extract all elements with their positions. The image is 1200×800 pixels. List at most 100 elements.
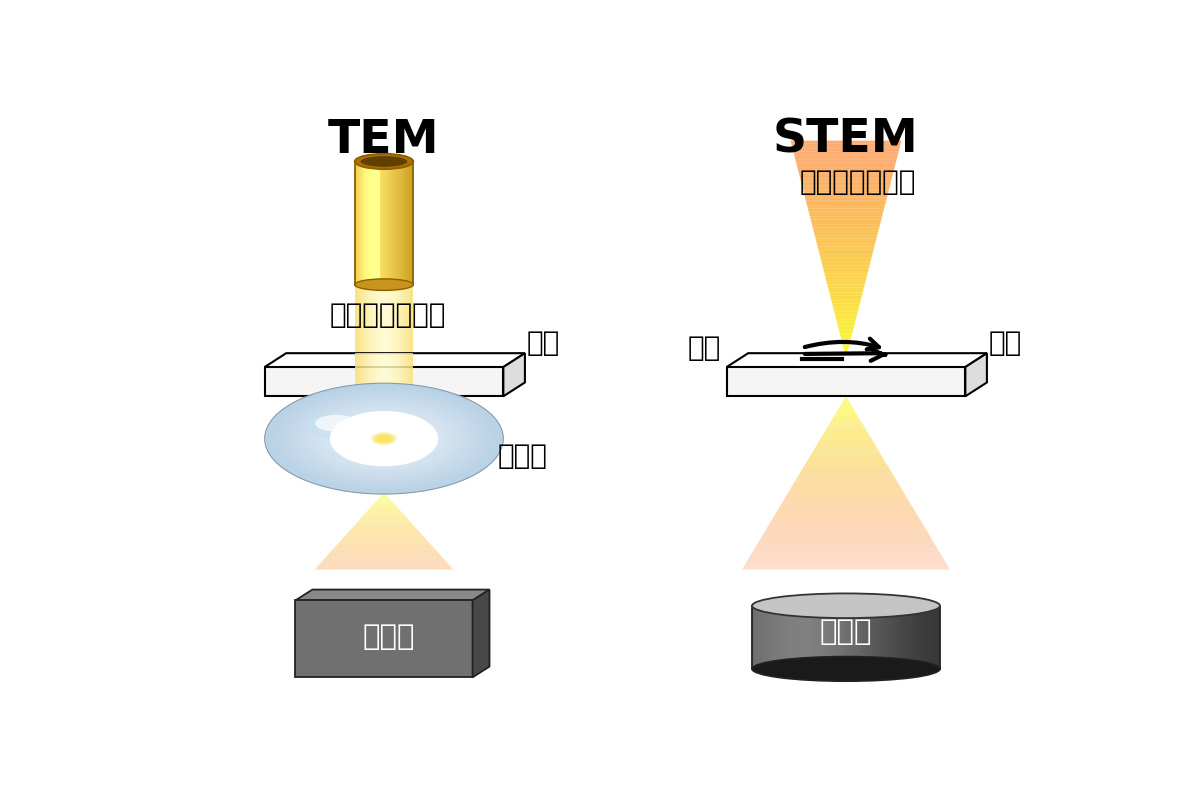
- Bar: [824, 606, 827, 669]
- Polygon shape: [796, 160, 896, 162]
- Polygon shape: [803, 190, 889, 192]
- Bar: [830, 606, 834, 669]
- Bar: [865, 606, 868, 669]
- Bar: [786, 606, 790, 669]
- Ellipse shape: [277, 389, 491, 489]
- Polygon shape: [766, 529, 926, 530]
- Polygon shape: [841, 339, 851, 342]
- Polygon shape: [844, 350, 848, 352]
- Polygon shape: [828, 425, 864, 426]
- Polygon shape: [338, 542, 430, 543]
- Polygon shape: [809, 214, 883, 217]
- Polygon shape: [785, 496, 907, 498]
- Polygon shape: [832, 303, 860, 306]
- Bar: [899, 606, 902, 669]
- Polygon shape: [377, 498, 391, 500]
- Polygon shape: [810, 217, 882, 219]
- Ellipse shape: [379, 437, 389, 441]
- Polygon shape: [800, 470, 892, 472]
- Polygon shape: [836, 410, 856, 411]
- Polygon shape: [791, 141, 901, 143]
- Ellipse shape: [348, 422, 420, 455]
- Text: 試料: 試料: [989, 329, 1021, 357]
- Polygon shape: [844, 347, 848, 350]
- Polygon shape: [827, 282, 865, 285]
- Polygon shape: [818, 250, 874, 252]
- Ellipse shape: [318, 408, 450, 470]
- Polygon shape: [804, 195, 888, 198]
- Ellipse shape: [353, 424, 415, 454]
- Polygon shape: [833, 416, 859, 418]
- Ellipse shape: [312, 405, 456, 472]
- Bar: [856, 606, 858, 669]
- Polygon shape: [323, 558, 445, 560]
- Polygon shape: [362, 516, 406, 517]
- Polygon shape: [835, 314, 857, 317]
- Polygon shape: [835, 411, 857, 414]
- Polygon shape: [354, 525, 414, 526]
- Polygon shape: [346, 534, 422, 536]
- Polygon shape: [799, 174, 893, 176]
- Ellipse shape: [268, 385, 500, 493]
- Polygon shape: [804, 463, 888, 466]
- Ellipse shape: [293, 397, 475, 481]
- Ellipse shape: [350, 423, 418, 454]
- Polygon shape: [965, 353, 986, 396]
- Bar: [764, 606, 768, 669]
- Polygon shape: [359, 518, 409, 520]
- Polygon shape: [823, 433, 869, 435]
- Polygon shape: [265, 367, 503, 396]
- Polygon shape: [367, 510, 401, 511]
- Ellipse shape: [286, 393, 482, 484]
- Polygon shape: [830, 420, 862, 422]
- Ellipse shape: [349, 422, 419, 454]
- Bar: [846, 606, 850, 669]
- Text: カメラ: カメラ: [362, 623, 415, 651]
- Ellipse shape: [368, 432, 400, 446]
- Bar: [768, 606, 770, 669]
- Polygon shape: [796, 162, 896, 165]
- Polygon shape: [836, 320, 856, 322]
- Polygon shape: [376, 500, 392, 502]
- Ellipse shape: [287, 394, 481, 483]
- Polygon shape: [341, 538, 427, 540]
- Polygon shape: [817, 442, 875, 444]
- Polygon shape: [768, 524, 924, 526]
- Ellipse shape: [342, 419, 426, 458]
- Polygon shape: [829, 290, 863, 293]
- Ellipse shape: [299, 399, 469, 478]
- Ellipse shape: [308, 403, 460, 474]
- Polygon shape: [794, 154, 898, 157]
- Polygon shape: [811, 219, 881, 222]
- Bar: [930, 606, 934, 669]
- Polygon shape: [803, 187, 889, 190]
- Polygon shape: [827, 285, 865, 287]
- Polygon shape: [782, 500, 910, 502]
- Polygon shape: [779, 506, 913, 509]
- Polygon shape: [796, 478, 896, 481]
- Ellipse shape: [380, 438, 388, 440]
- Polygon shape: [772, 518, 920, 520]
- Polygon shape: [352, 526, 416, 528]
- Polygon shape: [356, 522, 412, 523]
- Polygon shape: [809, 211, 883, 214]
- Polygon shape: [797, 165, 895, 168]
- Polygon shape: [822, 263, 870, 266]
- Polygon shape: [773, 515, 919, 518]
- Polygon shape: [818, 440, 874, 442]
- Polygon shape: [808, 459, 884, 462]
- Polygon shape: [774, 514, 918, 515]
- Polygon shape: [829, 422, 863, 425]
- Ellipse shape: [362, 429, 406, 449]
- Polygon shape: [815, 236, 877, 238]
- Ellipse shape: [344, 421, 424, 457]
- Ellipse shape: [378, 436, 390, 442]
- Bar: [908, 606, 912, 669]
- Ellipse shape: [307, 403, 461, 474]
- Polygon shape: [380, 496, 388, 497]
- Bar: [784, 606, 786, 669]
- Bar: [821, 606, 824, 669]
- Ellipse shape: [752, 657, 940, 682]
- Polygon shape: [368, 508, 400, 510]
- Bar: [896, 606, 899, 669]
